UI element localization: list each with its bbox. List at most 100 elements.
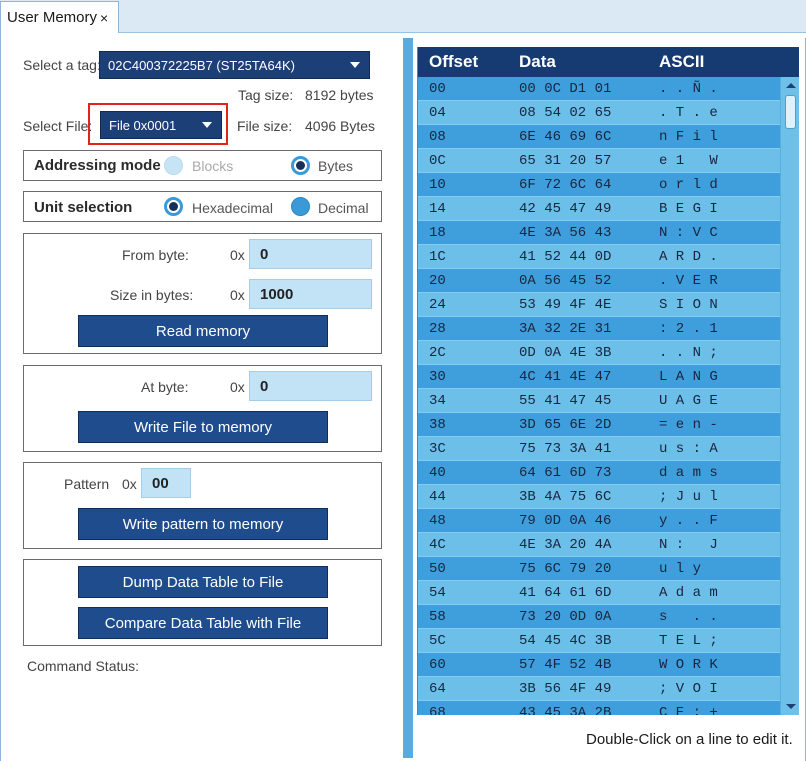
file-dropdown-value: File 0x0001 xyxy=(109,117,177,133)
addressing-mode-title: Addressing mode xyxy=(34,157,161,174)
offset-cell: 34 xyxy=(429,393,446,409)
file-dropdown[interactable]: File 0x0001 xyxy=(100,111,222,139)
size-in-bytes-input[interactable]: 1000 xyxy=(249,279,372,309)
table-row[interactable]: 08 6E 46 69 6C n F i l xyxy=(418,125,780,149)
table-row[interactable]: 30 4C 41 4E 47 L A N G xyxy=(418,365,780,389)
data-cell: 6E 46 69 6C xyxy=(519,129,612,145)
ascii-cell: ; J u l xyxy=(659,489,718,505)
table-row[interactable]: 5C 54 45 4C 3B T E L ; xyxy=(418,629,780,653)
radio-bytes-label: Bytes xyxy=(318,158,354,174)
header-offset: Offset xyxy=(429,52,479,71)
table-row[interactable]: 34 55 41 47 45 U A G E xyxy=(418,389,780,413)
table-row[interactable]: 18 4E 3A 56 43 N : V C xyxy=(418,221,780,245)
data-cell: 79 0D 0A 46 xyxy=(519,513,612,529)
data-cell: 41 52 44 0D xyxy=(519,249,612,265)
table-row[interactable]: 14 42 45 47 49 B E G I xyxy=(418,197,780,221)
ascii-cell: u s : A xyxy=(659,441,718,457)
ascii-cell: : 2 . 1 xyxy=(659,321,718,337)
offset-cell: 54 xyxy=(429,585,446,601)
table-row[interactable]: 00 00 0C D1 01 . . Ñ . xyxy=(418,77,780,101)
vertical-scrollbar[interactable] xyxy=(780,77,799,715)
offset-cell: 24 xyxy=(429,297,446,313)
tag-dropdown[interactable]: 02C400372225B7 (ST25TA64K) xyxy=(99,51,370,79)
data-cell: 75 73 3A 41 xyxy=(519,441,612,457)
data-cell: 41 64 61 6D xyxy=(519,585,612,601)
radio-hexadecimal[interactable] xyxy=(164,197,183,216)
data-cell: 42 45 47 49 xyxy=(519,201,612,217)
scroll-thumb[interactable] xyxy=(785,95,796,129)
scroll-down-icon[interactable] xyxy=(786,704,796,709)
data-cell: 3D 65 6E 2D xyxy=(519,417,612,433)
file-size-label: File size: xyxy=(237,118,293,134)
data-cell: 0D 0A 4E 3B xyxy=(519,345,612,361)
radio-blocks[interactable] xyxy=(164,156,183,175)
table-row[interactable]: 20 0A 56 45 52 . V E R xyxy=(418,269,780,293)
data-table[interactable]: Offset Data ASCII 00 00 0C D1 01 . . Ñ . 04… xyxy=(417,47,799,715)
panel-splitter[interactable] xyxy=(403,38,413,758)
tab-user-memory[interactable]: User Memory × xyxy=(0,1,119,33)
table-row[interactable]: 0C 65 31 20 57 e 1 W xyxy=(418,149,780,173)
table-row[interactable]: 50 75 6C 79 20 u l y xyxy=(418,557,780,581)
at-byte-input[interactable]: 0 xyxy=(249,371,372,401)
ascii-cell: U A G E xyxy=(659,393,718,409)
data-cell: 3A 32 2E 31 xyxy=(519,321,612,337)
table-row[interactable]: 4C 4E 3A 20 4A N : J xyxy=(418,533,780,557)
radio-hexadecimal-label: Hexadecimal xyxy=(192,200,273,216)
dump-table-button[interactable]: Dump Data Table to File xyxy=(78,566,328,598)
pattern-input[interactable]: 00 xyxy=(141,468,191,498)
offset-cell: 30 xyxy=(429,369,446,385)
ascii-cell: u l y xyxy=(659,561,718,577)
table-row[interactable]: 24 53 49 4F 4E S I O N xyxy=(418,293,780,317)
offset-cell: 48 xyxy=(429,513,446,529)
ascii-cell: B E G I xyxy=(659,201,718,217)
offset-cell: 5C xyxy=(429,633,446,649)
table-row[interactable]: 64 3B 56 4F 49 ; V O I xyxy=(418,677,780,701)
pattern-prefix: 0x xyxy=(122,476,137,492)
table-row[interactable]: 28 3A 32 2E 31: 2 . 1 xyxy=(418,317,780,341)
pattern-label: Pattern xyxy=(64,476,110,492)
scroll-up-icon[interactable] xyxy=(786,83,796,88)
table-row[interactable]: 68 43 45 3A 2B C E : + xyxy=(418,701,780,715)
table-row[interactable]: 1C 41 52 44 0D A R D . xyxy=(418,245,780,269)
radio-decimal[interactable] xyxy=(291,197,310,216)
data-cell: 3B 56 4F 49 xyxy=(519,681,612,697)
data-cell: 55 41 47 45 xyxy=(519,393,612,409)
table-row[interactable]: 04 08 54 02 65 . T . e xyxy=(418,101,780,125)
data-cell: 6F 72 6C 64 xyxy=(519,177,612,193)
read-memory-button[interactable]: Read memory xyxy=(78,315,328,347)
table-row[interactable]: 10 6F 72 6C 64 o r l d xyxy=(418,173,780,197)
radio-decimal-label: Decimal xyxy=(318,200,369,216)
ascii-cell: y . . F xyxy=(659,513,718,529)
compare-table-button[interactable]: Compare Data Table with File xyxy=(78,607,328,639)
table-row[interactable]: 40 64 61 6D 73 d a m s xyxy=(418,461,780,485)
table-row[interactable]: 48 79 0D 0A 46 y . . F xyxy=(418,509,780,533)
select-tag-label: Select a tag: xyxy=(23,57,101,73)
write-file-button[interactable]: Write File to memory xyxy=(78,411,328,443)
tag-dropdown-value: 02C400372225B7 (ST25TA64K) xyxy=(108,57,295,73)
offset-cell: 3C xyxy=(429,441,446,457)
data-cell: 73 20 0D 0A xyxy=(519,609,612,625)
offset-cell: 4C xyxy=(429,537,446,553)
table-row[interactable]: 44 3B 4A 75 6C ; J u l xyxy=(418,485,780,509)
from-byte-input[interactable]: 0 xyxy=(249,239,372,269)
table-body: 00 00 0C D1 01 . . Ñ . 04 08 54 02 65 . T . e… xyxy=(418,77,780,715)
offset-cell: 64 xyxy=(429,681,446,697)
offset-cell: 60 xyxy=(429,657,446,673)
table-row[interactable]: 58 73 20 0D 0A s . . xyxy=(418,605,780,629)
radio-bytes[interactable] xyxy=(291,156,310,175)
table-row[interactable]: 60 57 4F 52 4B W O R K xyxy=(418,653,780,677)
table-row[interactable]: 2C 0D 0A 4E 3B . . N ; xyxy=(418,341,780,365)
ascii-cell: n F i l xyxy=(659,129,718,145)
data-cell: 08 54 02 65 xyxy=(519,105,612,121)
table-row[interactable]: 3C 75 73 3A 41 u s : A xyxy=(418,437,780,461)
offset-cell: 1C xyxy=(429,249,446,265)
offset-cell: 44 xyxy=(429,489,446,505)
table-header: Offset Data ASCII xyxy=(418,47,799,77)
table-row[interactable]: 38 3D 65 6E 2D = e n - xyxy=(418,413,780,437)
table-row[interactable]: 54 41 64 61 6D A d a m xyxy=(418,581,780,605)
ascii-cell: L A N G xyxy=(659,369,718,385)
write-pattern-button[interactable]: Write pattern to memory xyxy=(78,508,328,540)
chevron-down-icon xyxy=(202,122,212,128)
close-icon[interactable]: × xyxy=(100,9,109,26)
data-cell: 65 31 20 57 xyxy=(519,153,612,169)
